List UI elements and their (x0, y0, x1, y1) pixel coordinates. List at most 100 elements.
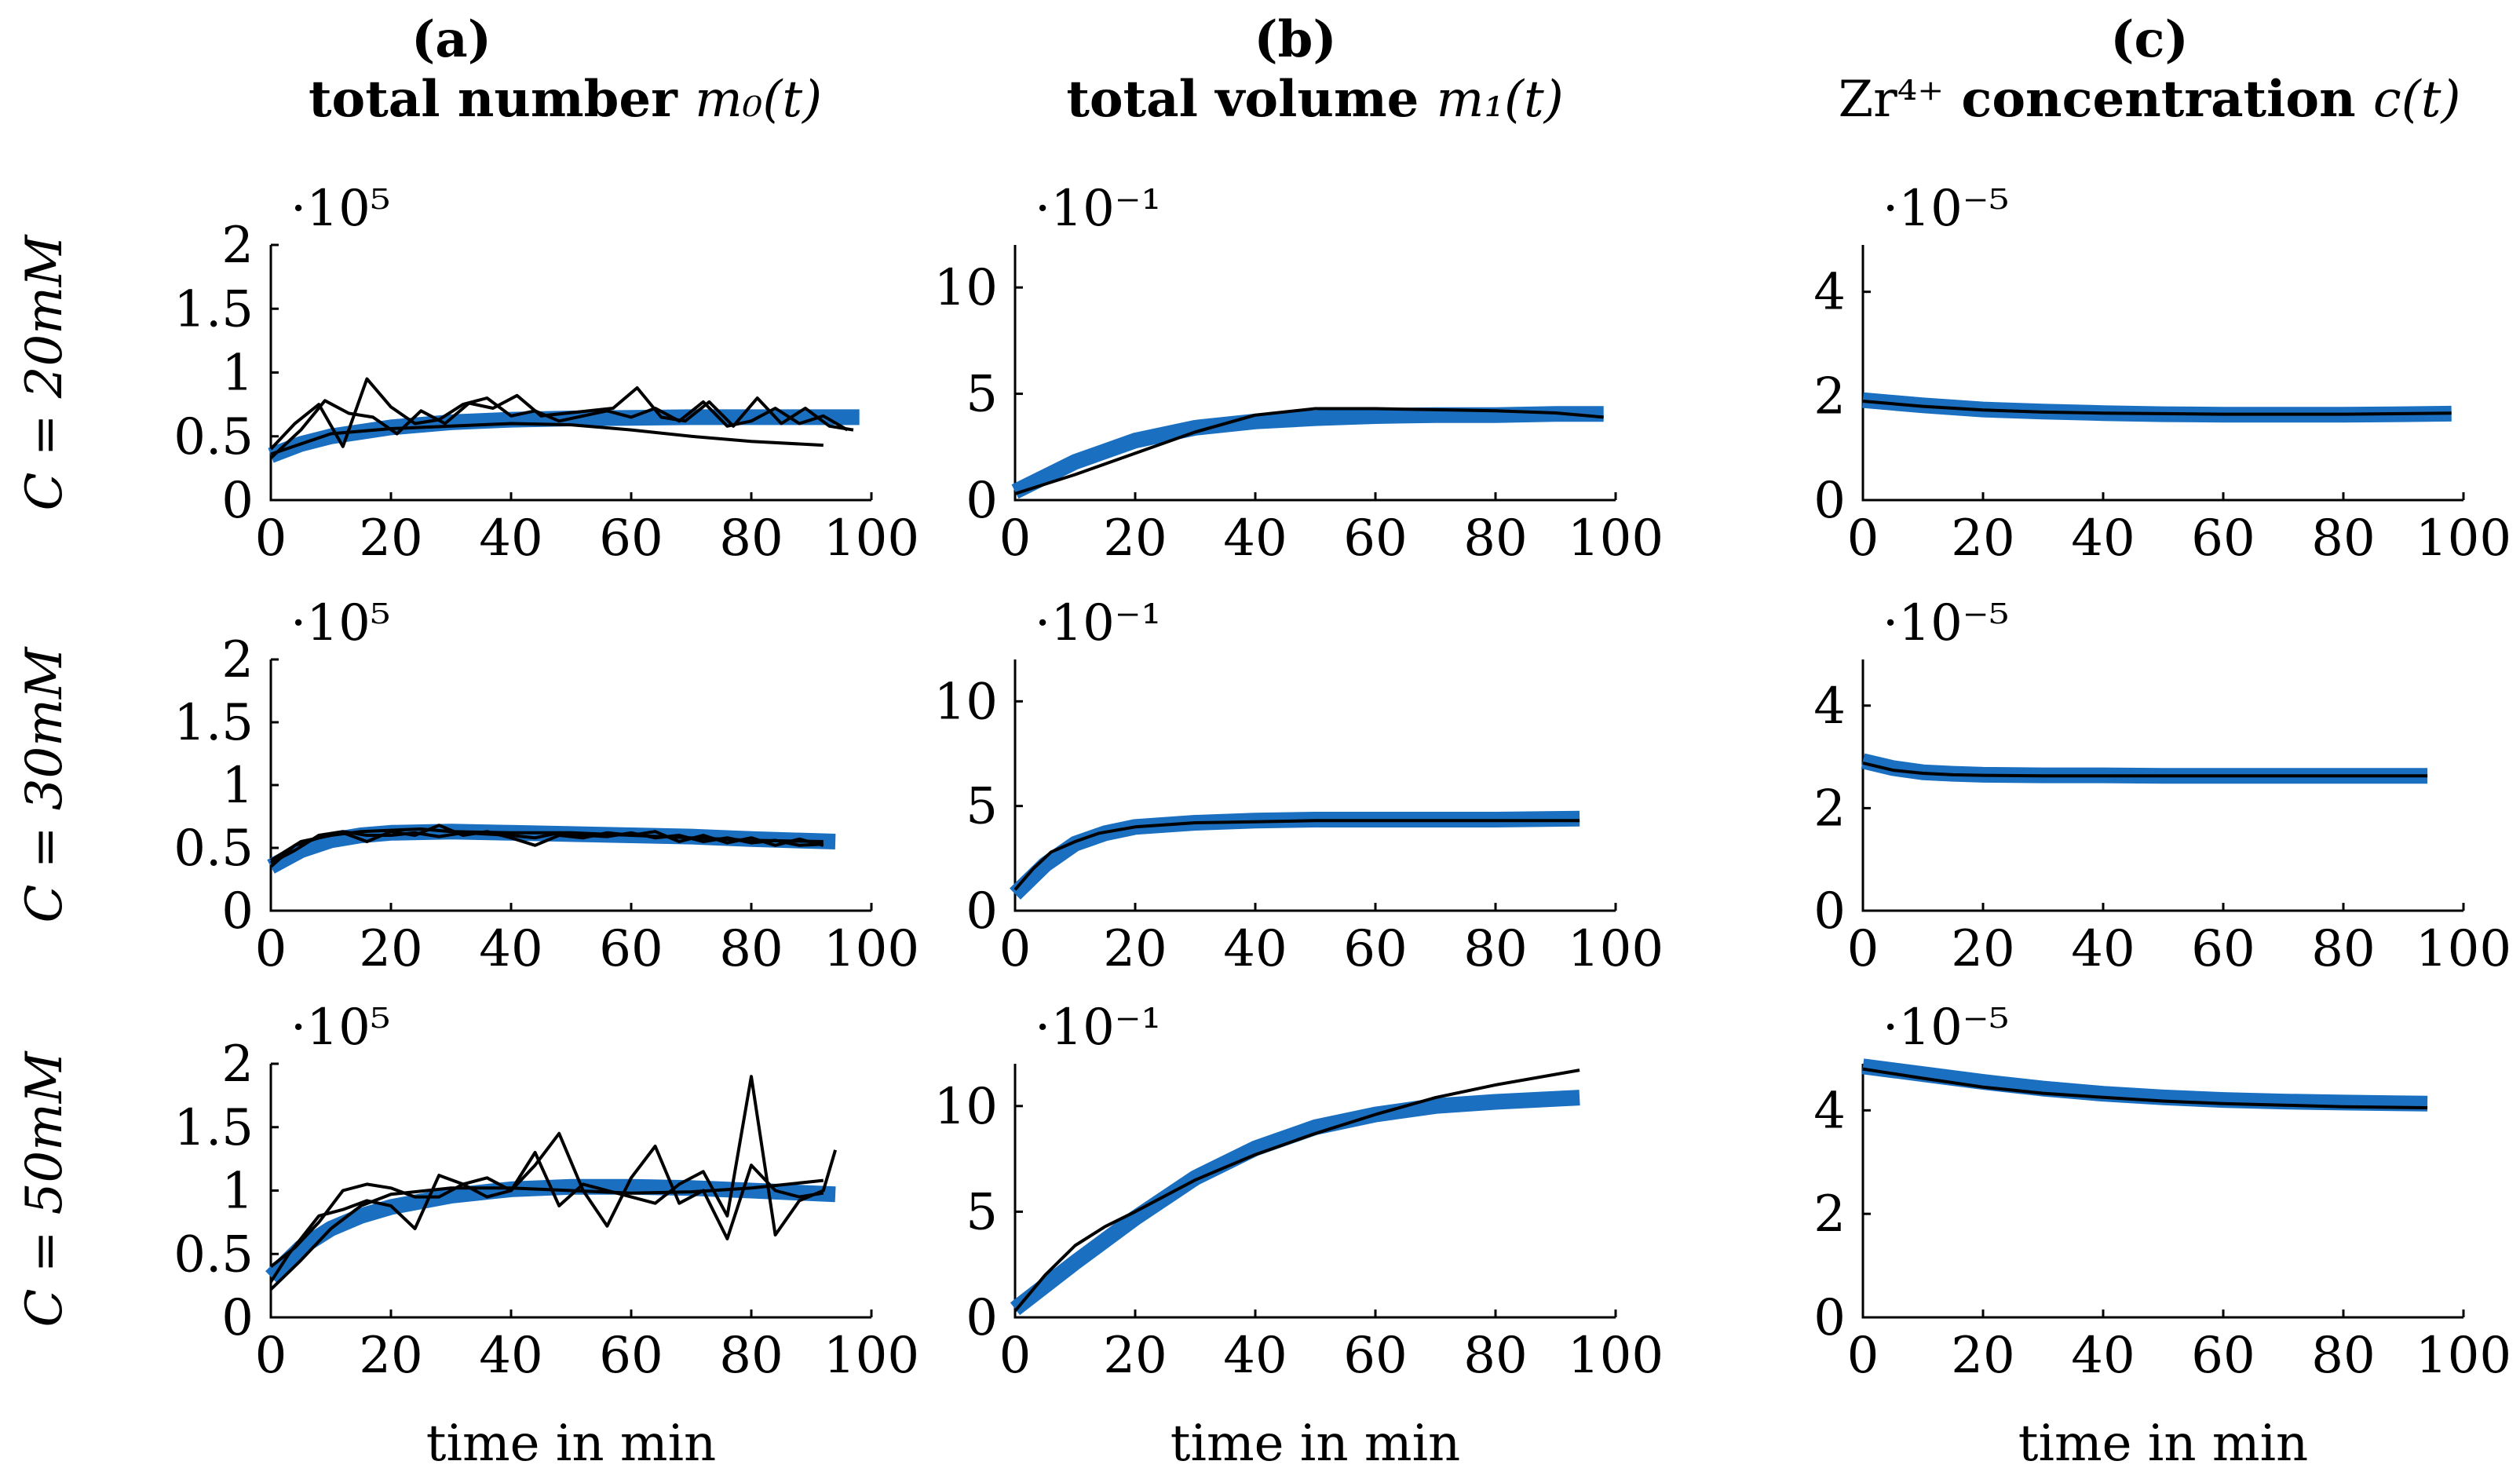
column-b-title-math: m₁(t) (1437, 71, 1564, 129)
column-a-title: total number m₀(t) (309, 70, 822, 129)
panel-r0-c0-scale-label: ·10⁵ (290, 180, 390, 238)
panel-r1-c0-xtick-label: 0 (255, 920, 287, 978)
panel-r0-c1-xtick-label: 40 (1223, 510, 1287, 568)
panel-r1-c2: 0 20 40 60 80 100 0 2 4 ·10⁻⁵ (1813, 594, 2511, 978)
panel-r1-c0-series-data-2 (269, 824, 824, 868)
panel-r0-c0-series-data-1 (269, 386, 854, 459)
panel-r0-c0-xtick-label: 100 (824, 510, 919, 568)
panel-r2-c1-xtick-label: 100 (1568, 1327, 1664, 1385)
panel-r0-c2-xtick-label: 0 (1847, 510, 1879, 568)
panel-r2-c1-ytick-label: 10 (934, 1078, 998, 1136)
panel-r1-c1-series-data (1013, 819, 1580, 891)
panel-r2-c2-xtick-label: 40 (2071, 1327, 2135, 1385)
panel-r0-c1-xtick-label: 80 (1463, 510, 1527, 568)
panel-r0-c2-ytick-label: 2 (1813, 367, 1846, 426)
panel-r0-c1-ytick-label: 10 (934, 259, 998, 317)
panel-r1-c2-series-data (1862, 761, 2428, 778)
row-label-20mm: C = 20mM (16, 234, 74, 510)
panel-r1-c0-xtick-label: 100 (824, 920, 919, 978)
panel-r2-c0-xtick-label: 100 (824, 1327, 919, 1385)
column-a-title-bold: total number (309, 70, 678, 129)
row-labels: C = 20mM C = 30mM C = 50mM (16, 234, 74, 1327)
panel-r0-c1-xtick-label: 20 (1103, 510, 1167, 568)
panel-r0-c0-series-data-3 (270, 422, 824, 456)
panel-r1-c2-ytick-label: 0 (1813, 882, 1846, 941)
panel-r0-c1-axes (1013, 245, 1616, 502)
panel-r1-c0-ytick-label: 0.5 (173, 820, 254, 878)
panel-r1-c1: 0 20 40 60 80 100 0 5 10 ·10⁻¹ (934, 594, 1664, 978)
panel-r1-c1-xtick-label: 40 (1223, 920, 1287, 978)
panel-r2-c0-scale-label: ·10⁵ (290, 999, 390, 1057)
panel-r0-c1-xtick-label: 60 (1343, 510, 1407, 568)
column-b-label: (b) (1254, 10, 1336, 69)
panel-r1-c2-ytick-label: 4 (1813, 678, 1846, 736)
panel-r0-c2-ytick-label: 0 (1813, 472, 1846, 530)
panel-r2-c1-xtick-label: 20 (1103, 1327, 1167, 1385)
panel-r2-c1: 0 20 40 60 80 100 0 5 10 ·10⁻¹ time in min (934, 999, 1664, 1473)
panel-r2-c0-xtick-label: 80 (719, 1327, 783, 1385)
panel-r2-c1-xtick-label: 0 (999, 1327, 1032, 1385)
panel-r0-c0-axes (269, 245, 871, 502)
panel-r2-c0-ytick-label: 1.5 (173, 1099, 254, 1157)
panel-r0-c0-series-data-2 (269, 377, 849, 451)
panel-r2-c1-series-data (1013, 1068, 1580, 1313)
column-c-label: (c) (2110, 10, 2189, 69)
column-a-title-math: m₀(t) (695, 71, 822, 129)
panel-r2-c1-xtick-label: 60 (1343, 1327, 1407, 1385)
panel-r0-c0-ytick-label: 1.5 (173, 280, 254, 338)
panel-r1-c0-ytick-label: 0 (221, 882, 254, 941)
panel-r0-c1-ytick-label: 0 (966, 472, 998, 530)
panel-r1-c1-scale-label: ·10⁻¹ (1035, 594, 1161, 652)
panel-r2-c2-series-model (1861, 1058, 2428, 1112)
panel-r0-c0-xtick-label: 40 (479, 510, 542, 568)
column-c-title-prefix: Zr⁴⁺ (1839, 71, 1945, 129)
panel-r0-c2-scale-label: ·10⁻⁵ (1883, 180, 2009, 238)
panel-r1-c0-xtick-label: 20 (359, 920, 422, 978)
panel-r2-c1-xtick-label: 80 (1463, 1327, 1527, 1385)
panel-r0-c0-ytick-label: 0 (221, 472, 254, 530)
panel-r2-c2: 0 20 40 60 80 100 0 2 4 ·10⁻⁵ time in min (1813, 999, 2511, 1473)
panel-r1-c0-ytick-label: 2 (221, 631, 254, 689)
panel-r1-c1-series-model (1010, 810, 1580, 900)
panel-r2-c1-series-model (1010, 1090, 1580, 1316)
panel-r2-c0: 0 20 40 60 80 100 00.51 1.52 ·10⁵ time in min (173, 999, 919, 1473)
panel-r0-c2-axes (1861, 245, 2463, 502)
panel-r1-c1-ytick-label: 10 (934, 673, 998, 731)
panel-r0-c2-xtick-label: 40 (2071, 510, 2135, 568)
panel-r0-c2-ytick-label: 4 (1813, 264, 1846, 322)
panel-r0-c0-ytick-label: 1 (221, 345, 254, 403)
panel-r0-c2-xtick-label: 20 (1951, 510, 2014, 568)
panel-r2-c0-ytick-label: 2 (221, 1036, 254, 1094)
panel-r2-c2-xtick-label: 60 (2191, 1327, 2255, 1385)
panel-r2-c2-ytick-label: 2 (1813, 1185, 1846, 1244)
panel-r2-c2-scale-label: ·10⁻⁵ (1883, 999, 2009, 1057)
row-label-50mm: C = 50mM (16, 1050, 74, 1327)
panel-r0-c1-xtick-label: 100 (1568, 510, 1664, 568)
panel-r0-c0-ytick-label: 2 (221, 217, 254, 275)
panel-r1-c2-xtick-label: 80 (2311, 920, 2375, 978)
panel-r1-c2-xtick-label: 20 (1951, 920, 2014, 978)
panel-r2-c2-xlabel: time in min (2018, 1415, 2309, 1473)
panel-r2-c1-ytick-label: 5 (966, 1183, 998, 1241)
panel-r2-c2-xtick-label: 0 (1847, 1327, 1879, 1385)
panel-r1-c2-ytick-label: 2 (1813, 780, 1846, 838)
panel-r1-c1-ytick-label: 5 (966, 778, 998, 836)
panel-r2-c2-xtick-label: 20 (1951, 1327, 2014, 1385)
panel-r2-c0-series-data-3 (269, 1178, 824, 1291)
panel-r0-c0-xtick-label: 0 (255, 510, 287, 568)
panel-r1-c1-xtick-label: 20 (1103, 920, 1167, 978)
panel-r0-c2-xtick-label: 80 (2311, 510, 2375, 568)
panel-r0-c1-series-data (1014, 407, 1604, 495)
panel-r2-c0-series-model (265, 1178, 836, 1283)
panel-r2-c1-xtick-label: 40 (1223, 1327, 1287, 1385)
panel-r1-c1-ytick-label: 0 (966, 882, 998, 941)
panel-r2-c2-ytick-label: 0 (1813, 1289, 1846, 1347)
panel-r0-c0-xtick-label: 80 (719, 510, 783, 568)
panel-r1-c0-axes (269, 659, 871, 912)
column-b-title: total volume m₁(t) (1066, 70, 1563, 129)
panel-r0-c0-series-model (268, 409, 860, 463)
panel-r2-c0-xtick-label: 40 (479, 1327, 542, 1385)
panel-r1-c1-xtick-label: 80 (1463, 920, 1527, 978)
